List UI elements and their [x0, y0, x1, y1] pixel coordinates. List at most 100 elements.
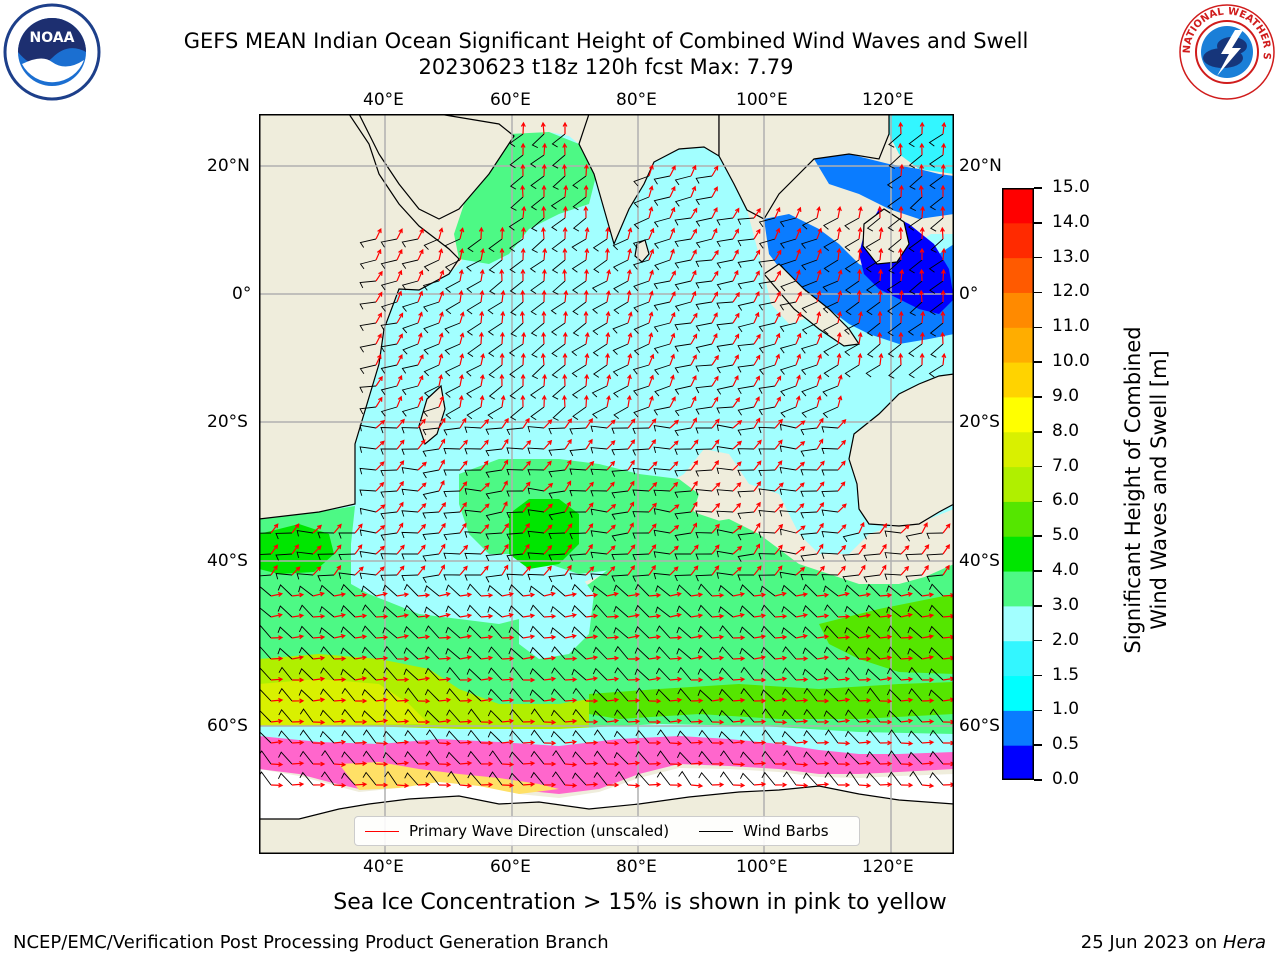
wave-direction-arrow	[438, 761, 452, 767]
wind-barb	[338, 572, 356, 579]
wave-direction-arrow	[375, 740, 389, 746]
wind-barb	[299, 771, 314, 786]
wave-direction-arrow	[291, 523, 300, 534]
wave-direction-arrow	[333, 613, 347, 618]
wind-barb	[803, 730, 818, 744]
wave-direction-arrow	[438, 227, 444, 240]
wind-barb	[443, 511, 461, 519]
wave-direction-arrow	[648, 613, 662, 619]
wind-barb	[510, 322, 524, 337]
wind-barb	[465, 364, 482, 377]
wind-barb	[277, 584, 293, 597]
wave-direction-arrow	[900, 545, 910, 555]
wind-barb	[404, 729, 419, 744]
wave-direction-arrow	[417, 228, 424, 240]
wind-barb	[527, 530, 545, 538]
wind-barb	[529, 585, 545, 597]
wave-direction-arrow	[669, 591, 682, 597]
wave-direction-arrow	[480, 503, 490, 513]
wave-direction-arrow	[396, 656, 410, 662]
wind-barb	[613, 406, 629, 420]
wind-barb	[635, 687, 650, 702]
wind-barb	[758, 385, 776, 394]
wind-barb	[508, 605, 524, 618]
wave-direction-arrow	[396, 439, 405, 450]
wave-direction-arrow	[459, 592, 473, 598]
wave-direction-arrow	[648, 311, 654, 324]
wave-direction-arrow	[940, 310, 946, 324]
wind-barb	[551, 259, 566, 274]
wind-barb	[571, 668, 587, 681]
wind-barb	[887, 771, 902, 786]
wind-barb	[697, 647, 713, 660]
wind-barb	[760, 646, 776, 660]
wave-direction-arrow	[648, 676, 662, 682]
wind-barb	[697, 625, 713, 639]
wind-barb	[865, 259, 881, 273]
wave-direction-arrow	[669, 740, 683, 746]
wave-direction-arrow	[942, 592, 954, 598]
colorbar-tick-label: 5.0	[1052, 525, 1080, 546]
wind-barb	[464, 574, 481, 581]
wind-barb	[737, 574, 754, 581]
wave-direction-arrow	[375, 634, 389, 640]
wind-barb	[653, 343, 671, 354]
wave-direction-arrow	[711, 502, 721, 513]
wave-direction-arrow	[900, 740, 914, 746]
wave-direction-arrow	[354, 782, 368, 787]
wind-barb	[653, 572, 671, 580]
wave-direction-arrow	[732, 419, 743, 429]
wind-barb	[697, 689, 713, 702]
map-frame	[259, 114, 954, 854]
wave-direction-arrow	[396, 374, 403, 387]
wind-barb	[401, 488, 419, 496]
wind-barb	[614, 645, 629, 660]
wind-barb	[758, 343, 776, 354]
wave-direction-arrow	[690, 760, 704, 766]
wind-barb	[464, 488, 482, 495]
wind-barb	[928, 647, 944, 660]
wind-barb	[403, 668, 419, 681]
wind-barb	[467, 583, 482, 597]
wave-direction-arrow	[774, 740, 788, 746]
wind-barb	[612, 238, 629, 251]
lat-tick-right-60s: 60°S	[959, 716, 1000, 736]
run-date: 25 Jun 2023 on Hera	[1081, 932, 1266, 953]
wind-barb	[422, 448, 440, 457]
wave-direction-arrow	[459, 655, 473, 660]
wave-direction-arrow	[919, 247, 925, 260]
wind-barb	[445, 385, 461, 398]
wave-direction-arrow	[459, 522, 467, 534]
wave-direction-arrow	[480, 460, 489, 471]
wave-direction-arrow	[732, 592, 746, 597]
wave-direction-arrow	[606, 676, 620, 682]
wave-direction-arrow	[837, 740, 851, 746]
wind-barb	[716, 259, 734, 269]
wave-direction-arrow	[836, 331, 842, 345]
wave-direction-arrow	[669, 545, 679, 555]
wind-barb	[695, 385, 713, 394]
wave-direction-arrow	[541, 184, 547, 197]
wave-direction-arrow	[438, 655, 452, 661]
wind-barb	[319, 709, 335, 723]
wind-barb	[444, 364, 461, 377]
wave-direction-arrow	[417, 248, 424, 261]
wind-barb	[466, 625, 482, 639]
wind-barb	[782, 667, 797, 681]
india-land	[578, 114, 720, 246]
wind-barb	[321, 750, 335, 765]
wind-barb	[380, 364, 398, 374]
wave-direction-arrow	[774, 418, 784, 429]
wave-direction-arrow	[711, 523, 720, 534]
wind-barb	[737, 238, 755, 247]
wave-direction-arrow	[354, 655, 368, 661]
wave-direction-arrow	[562, 142, 568, 156]
wind-barb	[633, 280, 650, 292]
wind-barb	[362, 771, 377, 786]
wind-barb	[779, 550, 797, 557]
wind-barb	[887, 217, 902, 232]
wind-barb	[445, 301, 461, 315]
wind-barb	[361, 710, 377, 723]
wave-direction-arrow	[690, 207, 698, 219]
wave-direction-arrow	[940, 289, 946, 303]
